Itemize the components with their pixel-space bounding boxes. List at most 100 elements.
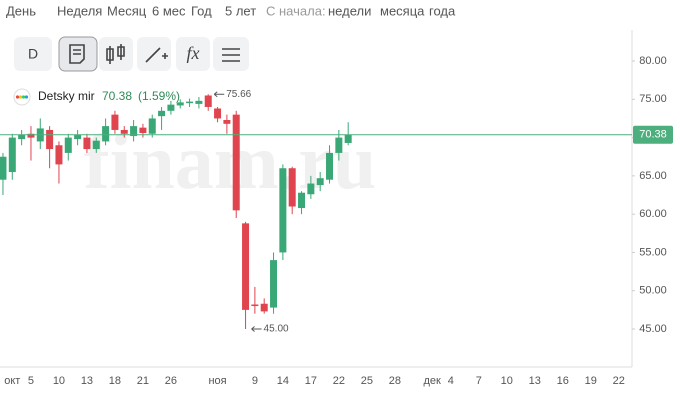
x-tick-label: 7 (476, 375, 482, 387)
period[interactable]: Месяц (107, 3, 147, 18)
x-tick-label: 22 (333, 375, 345, 387)
function-button[interactable] (176, 37, 210, 71)
period-bar: День Неделя Месяц 6 мес Год 5 лет С нача… (6, 3, 456, 18)
y-tick-label: 65.00 (639, 170, 667, 182)
chart-type-button[interactable] (99, 37, 133, 71)
candle-body (270, 260, 278, 308)
period[interactable]: 6 мес (152, 3, 186, 18)
x-tick-label: 13 (81, 375, 93, 387)
candle-body (186, 101, 194, 104)
last-price-box (633, 125, 673, 144)
candle-body (195, 100, 203, 104)
candle-body (111, 114, 119, 130)
instrument-name: Detsky mir (38, 89, 95, 103)
settings-button[interactable] (213, 37, 249, 71)
candle-body (8, 137, 16, 173)
last-price-label: 70.38 (639, 129, 667, 141)
logo-dot (24, 95, 29, 99)
period[interactable]: месяца (380, 3, 425, 18)
candle-body (242, 223, 250, 310)
candle-body (148, 118, 156, 134)
logo-dot (21, 95, 26, 99)
y-tick-label: 55.00 (639, 246, 667, 258)
period[interactable]: Год (191, 3, 212, 18)
candle-body (102, 126, 110, 142)
logo-dot (15, 95, 20, 99)
x-tick-label: 5 (28, 375, 34, 387)
period[interactable]: День (6, 3, 36, 18)
legend: Detsky mir 70.38 (1.59%) (13, 88, 180, 106)
x-tick-label: ноя (208, 375, 226, 387)
x-tick-label: окт (4, 375, 20, 387)
candle-body (83, 137, 91, 150)
x-tick-label: 10 (53, 375, 65, 387)
icon (145, 47, 168, 63)
candle-body (251, 304, 259, 307)
y-tick-label: 45.00 (639, 323, 667, 335)
x-tick-label: 28 (389, 375, 401, 387)
candle-body (64, 137, 72, 153)
x-tick-label: 26 (165, 375, 177, 387)
candle-body (130, 126, 138, 137)
x-tick-label: 9 (252, 375, 258, 387)
candle-body (27, 133, 35, 138)
icon: fx (187, 43, 200, 63)
period[interactable]: 5 лет (225, 3, 256, 18)
candle-body (335, 137, 343, 153)
x-tick-label: дек (423, 375, 441, 387)
annotation-arrow (213, 91, 225, 98)
x-tick-label: 21 (137, 375, 149, 387)
candle-body (139, 127, 147, 134)
icon (106, 44, 125, 64)
candle-body (326, 152, 334, 180)
interval-label: D (28, 46, 38, 62)
candle-body (279, 168, 287, 253)
candle-body (344, 134, 352, 143)
x-tick-label: 18 (109, 375, 121, 387)
annotation-arrow (251, 326, 262, 332)
x-tick-label: 17 (305, 375, 317, 387)
icon (69, 44, 85, 64)
candle-body (167, 104, 175, 111)
x-tick-label: 19 (585, 375, 597, 387)
candle-body (288, 168, 296, 207)
candle-body (223, 119, 231, 124)
period[interactable]: Неделя (57, 3, 102, 18)
candle-body (204, 95, 212, 107)
candle-body (46, 129, 54, 150)
period-caption: С начала: (266, 3, 326, 18)
toolbar: D fx (14, 36, 249, 72)
x-tick-label: 25 (361, 375, 373, 387)
last-price: 70.38 (102, 89, 132, 103)
candle-body (74, 134, 82, 140)
annotation-label: 45.00 (264, 324, 289, 335)
x-tick-label: 14 (277, 375, 289, 387)
candle-body (120, 129, 128, 134)
period[interactable]: года (429, 3, 456, 18)
y-tick-label: 60.00 (639, 208, 667, 220)
candle-body (307, 183, 315, 195)
candle-body (214, 108, 222, 119)
candle-body (260, 303, 268, 312)
x-tick-label: 10 (501, 375, 513, 387)
change: (1.59%) (138, 89, 180, 103)
x-tick-label: 16 (557, 375, 569, 387)
y-tick-label: 50.00 (639, 285, 667, 297)
icon (222, 48, 240, 62)
candle-body (92, 140, 100, 150)
candle-body (158, 110, 166, 117)
annotation-label: 75.66 (226, 89, 251, 100)
candle-body (18, 134, 26, 140)
interval-button[interactable] (14, 37, 52, 71)
candle-body (298, 192, 306, 209)
plot: 80.0075.0070.0065.0060.0055.0050.0045.00… (0, 55, 673, 387)
candle-body (55, 145, 63, 165)
candle-body (0, 156, 7, 180)
x-tick-label: 4 (448, 375, 454, 387)
candle-body (232, 114, 240, 211)
x-tick-label: 13 (529, 375, 541, 387)
candle-body (316, 178, 324, 186)
period[interactable]: недели (328, 3, 371, 18)
y-tick-label: 75.00 (639, 93, 667, 105)
